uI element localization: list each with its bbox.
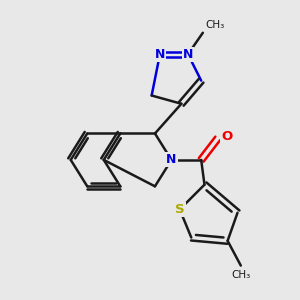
Text: O: O <box>221 130 232 143</box>
Text: S: S <box>175 203 184 216</box>
Text: CH₃: CH₃ <box>206 20 225 30</box>
Text: CH₃: CH₃ <box>231 269 250 280</box>
Text: N: N <box>155 48 165 61</box>
Text: N: N <box>183 48 193 61</box>
Text: N: N <box>166 153 177 167</box>
